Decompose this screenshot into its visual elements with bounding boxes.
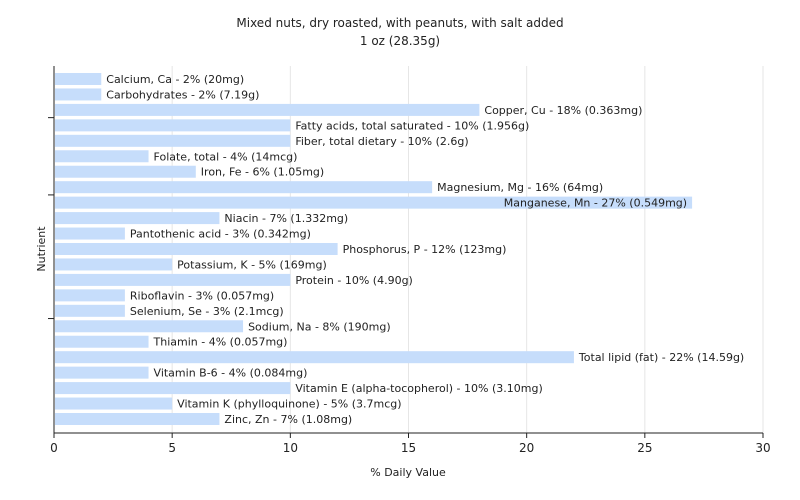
bar-2 [55, 103, 480, 116]
chart-title: Mixed nuts, dry roasted, with peanuts, w… [236, 16, 563, 30]
chart-subtitle: 1 oz (28.35g) [360, 34, 440, 48]
bar-label-7: Magnesium, Mg - 16% (64mg) [437, 181, 603, 194]
gridlines [171, 66, 764, 433]
bar-label-8: Manganese, Mn - 27% (0.549mg) [504, 197, 687, 210]
bar-6 [55, 165, 196, 178]
x-tick-label-1: 5 [168, 441, 176, 455]
x-tick-label-6: 30 [755, 441, 770, 455]
bar-label-4: Fiber, total dietary - 10% (2.6g) [295, 135, 468, 148]
bar-14 [55, 289, 125, 302]
bar-label-21: Vitamin K (phylloquinone) - 5% (3.7mcg) [177, 398, 401, 411]
bar-label-18: Total lipid (fat) - 22% (14.59g) [578, 351, 744, 364]
bar-4 [55, 134, 291, 147]
bar-label-19: Vitamin B-6 - 4% (0.084mg) [154, 367, 308, 380]
bar-10 [55, 227, 125, 240]
bar-9 [55, 212, 220, 225]
bar-12 [55, 258, 173, 271]
bar-18 [55, 351, 574, 364]
bar-label-0: Calcium, Ca - 2% (20mg) [106, 73, 244, 86]
bar-label-12: Potassium, K - 5% (169mg) [177, 258, 327, 271]
bar-17 [55, 335, 149, 348]
bar-label-6: Iron, Fe - 6% (1.05mg) [201, 166, 324, 179]
bar-11 [55, 243, 338, 255]
bar-21 [55, 397, 173, 410]
bar-19 [55, 366, 149, 379]
x-tick-label-2: 10 [283, 441, 298, 455]
x-tick-label-5: 25 [637, 441, 652, 455]
x-axis-label: % Daily Value [370, 466, 446, 479]
bar-16 [55, 320, 244, 333]
x-tick-label-3: 15 [401, 441, 416, 455]
bar-15 [55, 304, 125, 317]
bar-label-20: Vitamin E (alpha-tocopherol) - 10% (3.10… [295, 382, 542, 395]
bar-label-14: Riboflavin - 3% (0.057mg) [130, 289, 274, 302]
bar-label-22: Zinc, Zn - 7% (1.08mg) [224, 413, 352, 426]
x-tick-label-4: 20 [519, 441, 534, 455]
x-tick-label-0: 0 [50, 441, 58, 455]
y-axis-label: Nutrient [35, 226, 48, 272]
bar-label-15: Selenium, Se - 3% (2.1mcg) [130, 305, 284, 318]
bar-3 [55, 119, 291, 132]
bar-label-13: Protein - 10% (4.90g) [295, 274, 413, 287]
bar-label-5: Folate, total - 4% (14mcg) [154, 150, 298, 163]
bar-label-16: Sodium, Na - 8% (190mg) [248, 320, 391, 333]
bar-label-3: Fatty acids, total saturated - 10% (1.95… [295, 119, 529, 132]
bar-label-10: Pantothenic acid - 3% (0.342mg) [130, 228, 311, 241]
bar-label-11: Phosphorus, P - 12% (123mg) [343, 243, 507, 256]
axes-group: 0 5 10 15 20 25 30 [48, 66, 771, 455]
bar-7 [55, 181, 433, 194]
bar-label-1: Carbohydrates - 2% (7.19g) [106, 88, 259, 101]
bars-group: Calcium, Ca - 2% (20mg) Carbohydrates - 2… [55, 73, 744, 426]
bar-1 [55, 88, 102, 101]
bar-5 [55, 150, 149, 163]
bar-label-17: Thiamin - 4% (0.057mg) [153, 336, 288, 349]
bar-22 [55, 413, 220, 425]
bar-0 [55, 73, 102, 85]
bar-13 [55, 273, 291, 286]
bar-label-9: Niacin - 7% (1.332mg) [224, 212, 348, 225]
bar-20 [55, 382, 291, 395]
bar-8 [55, 196, 693, 209]
bar-label-2: Copper, Cu - 18% (0.363mg) [484, 104, 642, 117]
